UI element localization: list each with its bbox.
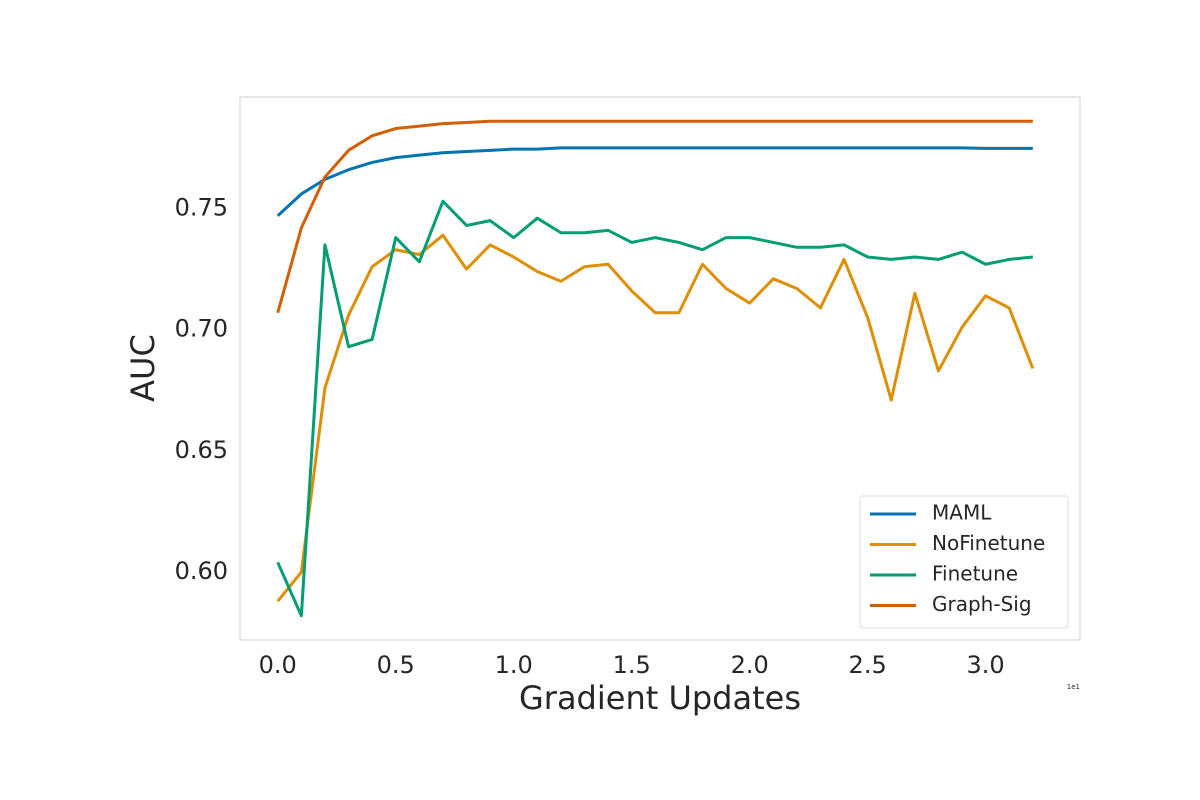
x-tick-label: 3.0	[967, 651, 1005, 679]
x-tick-label: 2.5	[849, 651, 887, 679]
x-tick-label: 0.0	[259, 651, 297, 679]
y-tick-label: 0.75	[175, 194, 228, 222]
legend-label: Graph-Sig	[932, 592, 1032, 616]
line-series	[276, 233, 1035, 603]
x-tick-label: 2.0	[731, 651, 769, 679]
plot-frame	[239, 96, 1081, 641]
x-offset-label: 1e1	[1067, 683, 1080, 691]
x-tick-label: 0.5	[377, 651, 415, 679]
line-series	[276, 199, 1033, 618]
line-series	[276, 119, 1033, 314]
x-axis-label: Gradient Updates	[519, 679, 801, 717]
legend-label: MAML	[932, 501, 992, 525]
y-tick-label: 0.60	[175, 557, 228, 585]
x-tick-label: 1.5	[613, 651, 651, 679]
y-tick-label: 0.70	[175, 315, 228, 343]
legend-label: Finetune	[932, 562, 1018, 586]
legend-box	[859, 495, 1069, 629]
y-tick-label: 0.65	[175, 436, 228, 464]
x-tick-label: 1.0	[495, 651, 533, 679]
line-series	[276, 146, 1033, 217]
y-axis-label: AUC	[124, 334, 162, 402]
legend-label: NoFinetune	[932, 531, 1045, 555]
